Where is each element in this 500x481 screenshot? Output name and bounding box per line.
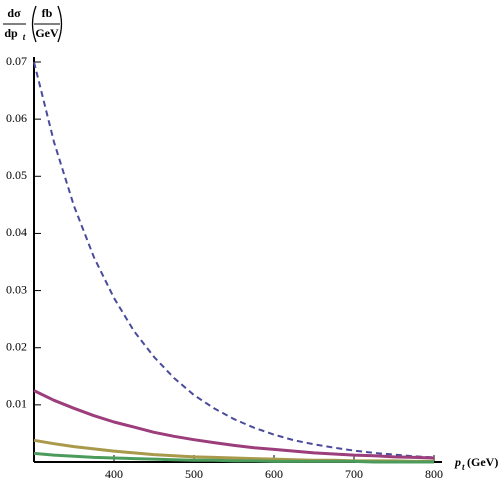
y-tick-label: 0.06 [6,111,27,125]
y-tick-label: 0.01 [6,397,27,411]
paren-right [57,5,63,43]
series-line [33,389,435,460]
x-tick-label: 400 [105,467,123,481]
x-label-subscript: t [462,462,465,472]
y-tick-label: 0.05 [6,168,27,182]
series-line [33,451,434,464]
y-tick-label: 0.04 [6,225,27,239]
x-axis-label: p t (GeV) [454,455,498,472]
y-tick-label: 0.03 [6,282,27,296]
y-label-denominator: dp [4,26,18,40]
x-tick-label: 600 [265,467,283,481]
paren-left [31,5,37,43]
y-tick-label: 0.07 [6,54,27,68]
y-label-numerator: dσ [7,6,21,20]
y-axis-label: dσ dp t fb GeV [3,5,63,43]
y-tick-label: 0.02 [6,339,27,353]
x-tick-label: 500 [185,467,203,481]
y-label-subscript: t [23,32,26,42]
x-label-symbol: p [454,455,461,469]
x-tick-label: 700 [345,467,363,481]
y-unit-numerator: fb [42,6,53,20]
series-line [33,61,435,459]
y-unit-denominator: GeV [35,26,59,40]
x-tick-label: 800 [425,467,443,481]
x-label-unit: (GeV) [467,455,498,469]
